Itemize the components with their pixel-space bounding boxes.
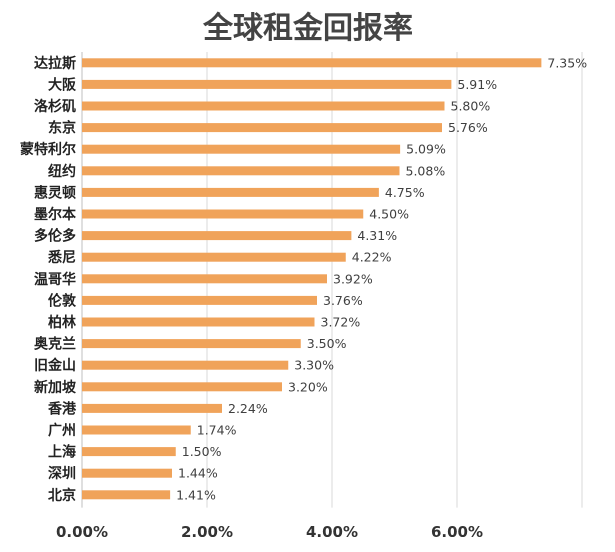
data-label: 4.75% bbox=[385, 185, 425, 200]
category-label: 深圳 bbox=[48, 465, 76, 482]
category-label: 旧金山 bbox=[34, 357, 76, 374]
bar bbox=[82, 187, 379, 197]
data-label: 4.50% bbox=[369, 207, 409, 222]
category-label: 惠灵顿 bbox=[34, 184, 76, 201]
data-label: 5.08% bbox=[406, 163, 446, 178]
bar bbox=[82, 144, 401, 154]
bar bbox=[82, 403, 222, 413]
category-label: 纽约 bbox=[48, 163, 76, 180]
data-label: 5.91% bbox=[457, 77, 497, 92]
category-label: 洛杉矶 bbox=[34, 98, 76, 115]
bar bbox=[82, 447, 176, 457]
data-label: 5.76% bbox=[448, 120, 488, 135]
bar bbox=[82, 231, 352, 241]
data-label: 3.50% bbox=[307, 336, 347, 351]
bar bbox=[82, 101, 445, 111]
category-label: 柏林 bbox=[48, 314, 76, 331]
x-axis-ticks: 0.00% 2.00% 4.00% 6.00% bbox=[56, 523, 483, 541]
category-label: 温哥华 bbox=[34, 271, 76, 288]
category-label: 东京 bbox=[48, 120, 76, 137]
data-label: 5.80% bbox=[451, 99, 491, 114]
data-label: 1.41% bbox=[176, 487, 216, 502]
data-label: 3.30% bbox=[294, 358, 334, 373]
bar bbox=[82, 209, 364, 219]
data-label: 7.35% bbox=[547, 55, 587, 70]
category-label: 伦敦 bbox=[48, 292, 77, 309]
bar bbox=[82, 166, 400, 176]
category-label: 上海 bbox=[48, 444, 76, 461]
bar bbox=[82, 425, 191, 435]
x-tick-label: 4.00% bbox=[306, 523, 358, 541]
category-label: 大阪 bbox=[48, 76, 77, 93]
data-label: 1.44% bbox=[178, 466, 218, 481]
category-label: 悉尼 bbox=[47, 249, 76, 266]
category-label: 香港 bbox=[47, 400, 77, 417]
bar bbox=[82, 252, 346, 262]
bars bbox=[82, 58, 542, 500]
bar bbox=[82, 274, 327, 284]
bar bbox=[82, 468, 172, 478]
category-label: 墨尔本 bbox=[34, 206, 77, 223]
category-label: 北京 bbox=[48, 487, 76, 504]
data-label: 2.24% bbox=[228, 401, 268, 416]
bar bbox=[82, 317, 315, 327]
bar bbox=[82, 79, 452, 89]
data-label: 1.50% bbox=[182, 444, 222, 459]
data-label: 5.09% bbox=[406, 142, 446, 157]
bar bbox=[82, 490, 171, 500]
bar bbox=[82, 339, 301, 349]
category-label: 多伦多 bbox=[34, 228, 76, 245]
data-label: 3.76% bbox=[323, 293, 363, 308]
x-tick-label: 6.00% bbox=[431, 523, 483, 541]
chart-title: 全球租金回报率 bbox=[202, 11, 413, 46]
bar bbox=[82, 58, 542, 68]
x-tick-label: 2.00% bbox=[181, 523, 233, 541]
category-label: 蒙特利尔 bbox=[20, 141, 76, 158]
data-label: 3.72% bbox=[321, 315, 361, 330]
bar bbox=[82, 123, 442, 133]
bar bbox=[82, 295, 317, 305]
category-label: 达拉斯 bbox=[34, 55, 76, 72]
category-labels: 达拉斯大阪洛杉矶东京蒙特利尔纽约惠灵顿墨尔本多伦多悉尼温哥华伦敦柏林奥克兰旧金山… bbox=[20, 55, 77, 504]
x-tick-label: 0.00% bbox=[56, 523, 108, 541]
bar bbox=[82, 382, 282, 392]
data-label: 3.92% bbox=[333, 271, 373, 286]
bar bbox=[82, 360, 289, 370]
data-labels: 7.35% 5.91% 5.80% 5.76%5.09% 5.08% 4.75% 4.50%… bbox=[176, 55, 587, 502]
data-label: 4.22% bbox=[352, 250, 392, 265]
category-label: 新加坡 bbox=[34, 379, 77, 396]
data-label: 1.74% bbox=[197, 423, 237, 438]
data-label: 4.31% bbox=[357, 228, 397, 243]
category-label: 广州 bbox=[48, 422, 76, 439]
category-label: 奥克兰 bbox=[34, 336, 76, 353]
data-label: 3.20% bbox=[288, 379, 328, 394]
